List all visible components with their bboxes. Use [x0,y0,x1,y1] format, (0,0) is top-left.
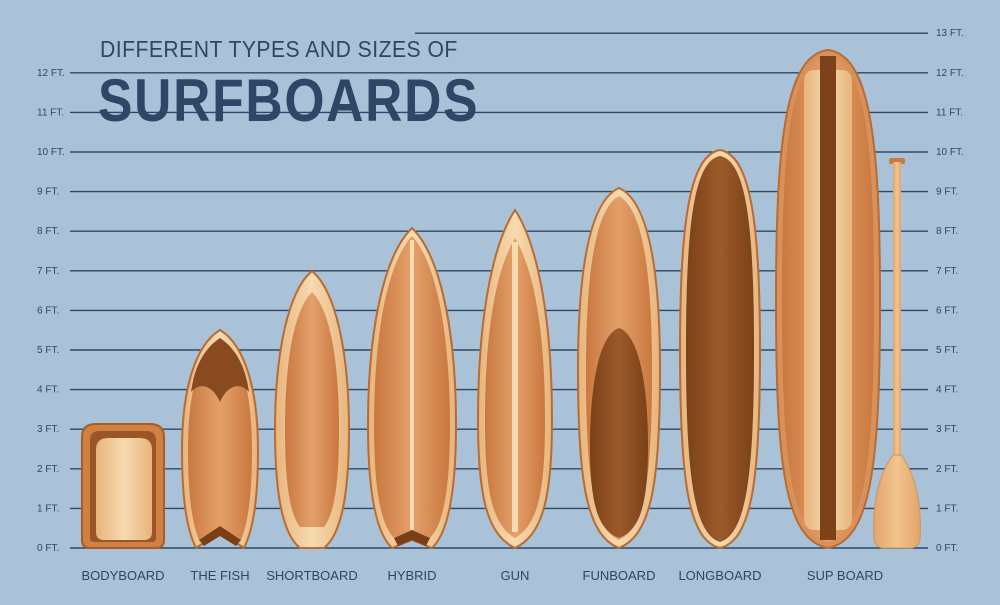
left-tick-3: 3 FT. [37,424,59,435]
board-label-hybrid: HYBRID [387,568,436,583]
board-hybrid [366,226,458,550]
left-tick-6: 6 FT. [37,305,59,316]
right-tick-2: 2 FT. [936,464,958,475]
right-tick-12: 12 FT. [936,68,964,79]
left-tick-7: 7 FT. [37,266,59,277]
title-line-2: SURFBOARDS [98,67,480,134]
left-tick-9: 9 FT. [37,187,59,198]
left-tick-12: 12 FT. [37,68,65,79]
board-label-the-fish: THE FISH [190,568,249,583]
right-tick-11: 11 FT. [936,107,963,118]
right-tick-1: 1 FT. [936,503,958,514]
board-funboard [576,186,662,550]
right-tick-3: 3 FT. [936,424,958,435]
right-tick-4: 4 FT. [936,385,958,396]
right-tick-8: 8 FT. [936,226,958,237]
right-tick-9: 9 FT. [936,187,958,198]
board-name-labels: BODYBOARD THE FISH SHORTBOARD HYBRID GUN FUNB… [81,568,883,583]
board-label-funboard: FUNBOARD [583,568,656,583]
board-sup-board [774,48,882,550]
left-tick-1: 1 FT. [37,503,59,514]
right-tick-7: 7 FT. [936,266,958,277]
board-label-longboard: LONGBOARD [678,568,761,583]
left-tick-8: 8 FT. [37,226,59,237]
board-the-fish [180,328,260,550]
right-tick-0: 0 FT. [936,543,958,554]
left-tick-10: 10 FT. [37,147,65,158]
board-bodyboard [81,423,165,549]
left-tick-0: 0 FT. [37,543,59,554]
right-tick-6: 6 FT. [936,305,958,316]
board-label-gun: GUN [501,568,530,583]
board-gun [476,208,554,550]
left-tick-11: 11 FT. [37,107,64,118]
left-tick-2: 2 FT. [37,464,59,475]
board-label-bodyboard: BODYBOARD [81,568,164,583]
board-label-sup-board: SUP BOARD [807,568,883,583]
sup-paddle-icon [873,158,921,549]
right-tick-13: 13 FT. [936,28,964,39]
title-line-1: DIFFERENT TYPES AND SIZES OF [100,36,458,62]
right-tick-10: 10 FT. [936,147,964,158]
board-label-shortboard: SHORTBOARD [266,568,358,583]
board-shortboard [273,269,351,549]
left-tick-5: 5 FT. [37,345,59,356]
board-longboard [678,148,762,550]
left-tick-4: 4 FT. [37,385,59,396]
left-height-scale: 0 FT. 1 FT. 2 FT. 3 FT. 4 FT. 5 FT. 6 FT. 7 FT.… [37,68,65,554]
right-tick-5: 5 FT. [936,345,958,356]
right-height-scale: 0 FT. 1 FT. 2 FT. 3 FT. 4 FT. 5 FT. 6 FT. 7 FT.… [936,28,964,554]
